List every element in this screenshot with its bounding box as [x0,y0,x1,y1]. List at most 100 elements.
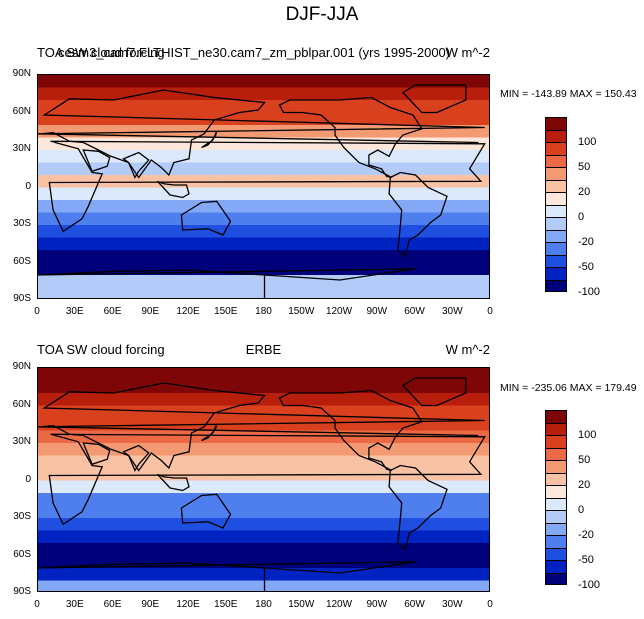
zonal-band [38,187,489,201]
colorbar-label: -50 [578,261,594,273]
panel-2-map [37,367,490,592]
colorbar-cell [545,510,567,523]
zonal-band [38,455,489,469]
zonal-band [38,518,489,531]
x-tick-label: 180 [255,599,272,610]
zonal-band [38,250,489,263]
y-tick-label: 90N [12,68,31,79]
panel-2-colorbar [545,410,567,585]
y-tick-label: 90S [13,293,31,304]
colorbar-cell [545,279,567,292]
colorbar-label: 50 [578,161,591,173]
zonal-band [38,568,489,581]
colorbar-cell [545,167,567,180]
colorbar-cell [545,422,567,435]
colorbar-cell [545,229,567,242]
colorbar-cell [545,242,567,255]
coastline [388,464,448,551]
y-tick-label: 90S [13,586,31,597]
colorbar-cell [545,460,567,473]
x-tick-label: 90E [141,599,160,610]
x-tick-label: 30E [65,306,84,317]
colorbar-label: 50 [578,454,591,466]
zonal-band [38,480,489,494]
colorbar-label: -20 [578,236,594,248]
colorbar-cell [545,410,567,423]
zonal-band [38,418,489,431]
x-tick-label: 90W [366,306,388,317]
x-tick-label: 90E [141,306,160,317]
coastline [38,89,485,179]
x-tick-label: 150E [214,306,238,317]
x-tick-label: 90W [366,599,388,610]
figure-title: DJF-JJA [285,4,359,25]
zonal-band [38,368,489,381]
heatmap-svg [38,368,489,591]
zonal-band [38,87,489,101]
colorbar-cell [545,572,567,585]
zonal-band [38,380,489,394]
coastline [82,149,111,173]
coastline [38,382,485,472]
zonal-band [38,237,489,251]
colorbar-cell [545,535,567,548]
zonal-band [38,405,489,419]
zonal-band [38,530,489,544]
x-tick-label: 150W [288,306,315,317]
panel-1-left-title: TOA SW cloud forcing [37,45,165,60]
colorbar-cell [545,117,567,130]
panel-2-units: W m^-2 [445,342,490,357]
colorbar-cell [545,154,567,167]
coastline [401,377,467,407]
colorbar-cell [545,179,567,192]
colorbar-cell [545,497,567,510]
coastline [38,268,416,298]
coastline [201,131,218,149]
panel-1-stats: MIN = -143.89 MAX = 150.43 [500,88,637,100]
coastline [388,171,448,258]
colorbar-cell [545,204,567,217]
y-tick-label: 60S [13,255,31,267]
coastline [180,493,232,529]
x-tick-label: 30W [441,306,463,317]
zonal-band [38,262,489,276]
x-tick-label: 0 [34,599,40,610]
x-tick-label: 120W [325,306,353,317]
coastline [157,180,190,199]
zonal-band [38,275,489,288]
zonal-band [38,443,489,456]
x-tick-label: 60W [404,599,425,610]
x-tick-label: 0 [487,599,493,610]
zonal-band [38,100,489,113]
colorbar-label: 0 [578,504,585,516]
colorbar-cell [545,142,567,155]
colorbar-label: -100 [578,286,601,298]
panel-2-stats: MIN = -235.06 MAX = 179.49 [500,382,637,394]
x-tick-label: 60E [103,306,122,317]
zonal-band [38,75,489,88]
colorbar-cell [545,267,567,280]
y-tick-label: 90N [12,361,31,372]
coastline [157,473,190,492]
colorbar-label: -100 [578,579,601,591]
colorbar-label: 20 [578,186,591,198]
zonal-band [38,112,489,126]
zonal-band [38,200,489,213]
x-tick-label: 120E [176,599,200,610]
y-tick-label: 30N [12,143,31,154]
x-tick-label: 0 [487,306,493,317]
coastline [38,561,416,591]
zonal-band [38,555,489,569]
coastline [48,433,486,526]
zonal-band [38,287,489,298]
coastline [48,140,486,233]
colorbar-label: -50 [578,554,594,566]
x-tick-label: 120W [325,599,353,610]
colorbar-label: 100 [578,429,597,441]
x-tick-label: 150E [214,599,238,610]
x-tick-label: 0 [34,306,40,317]
x-tick-label: 60E [103,599,122,610]
colorbar-cell [545,485,567,498]
zonal-band [38,125,489,138]
colorbar-cell [545,472,567,485]
